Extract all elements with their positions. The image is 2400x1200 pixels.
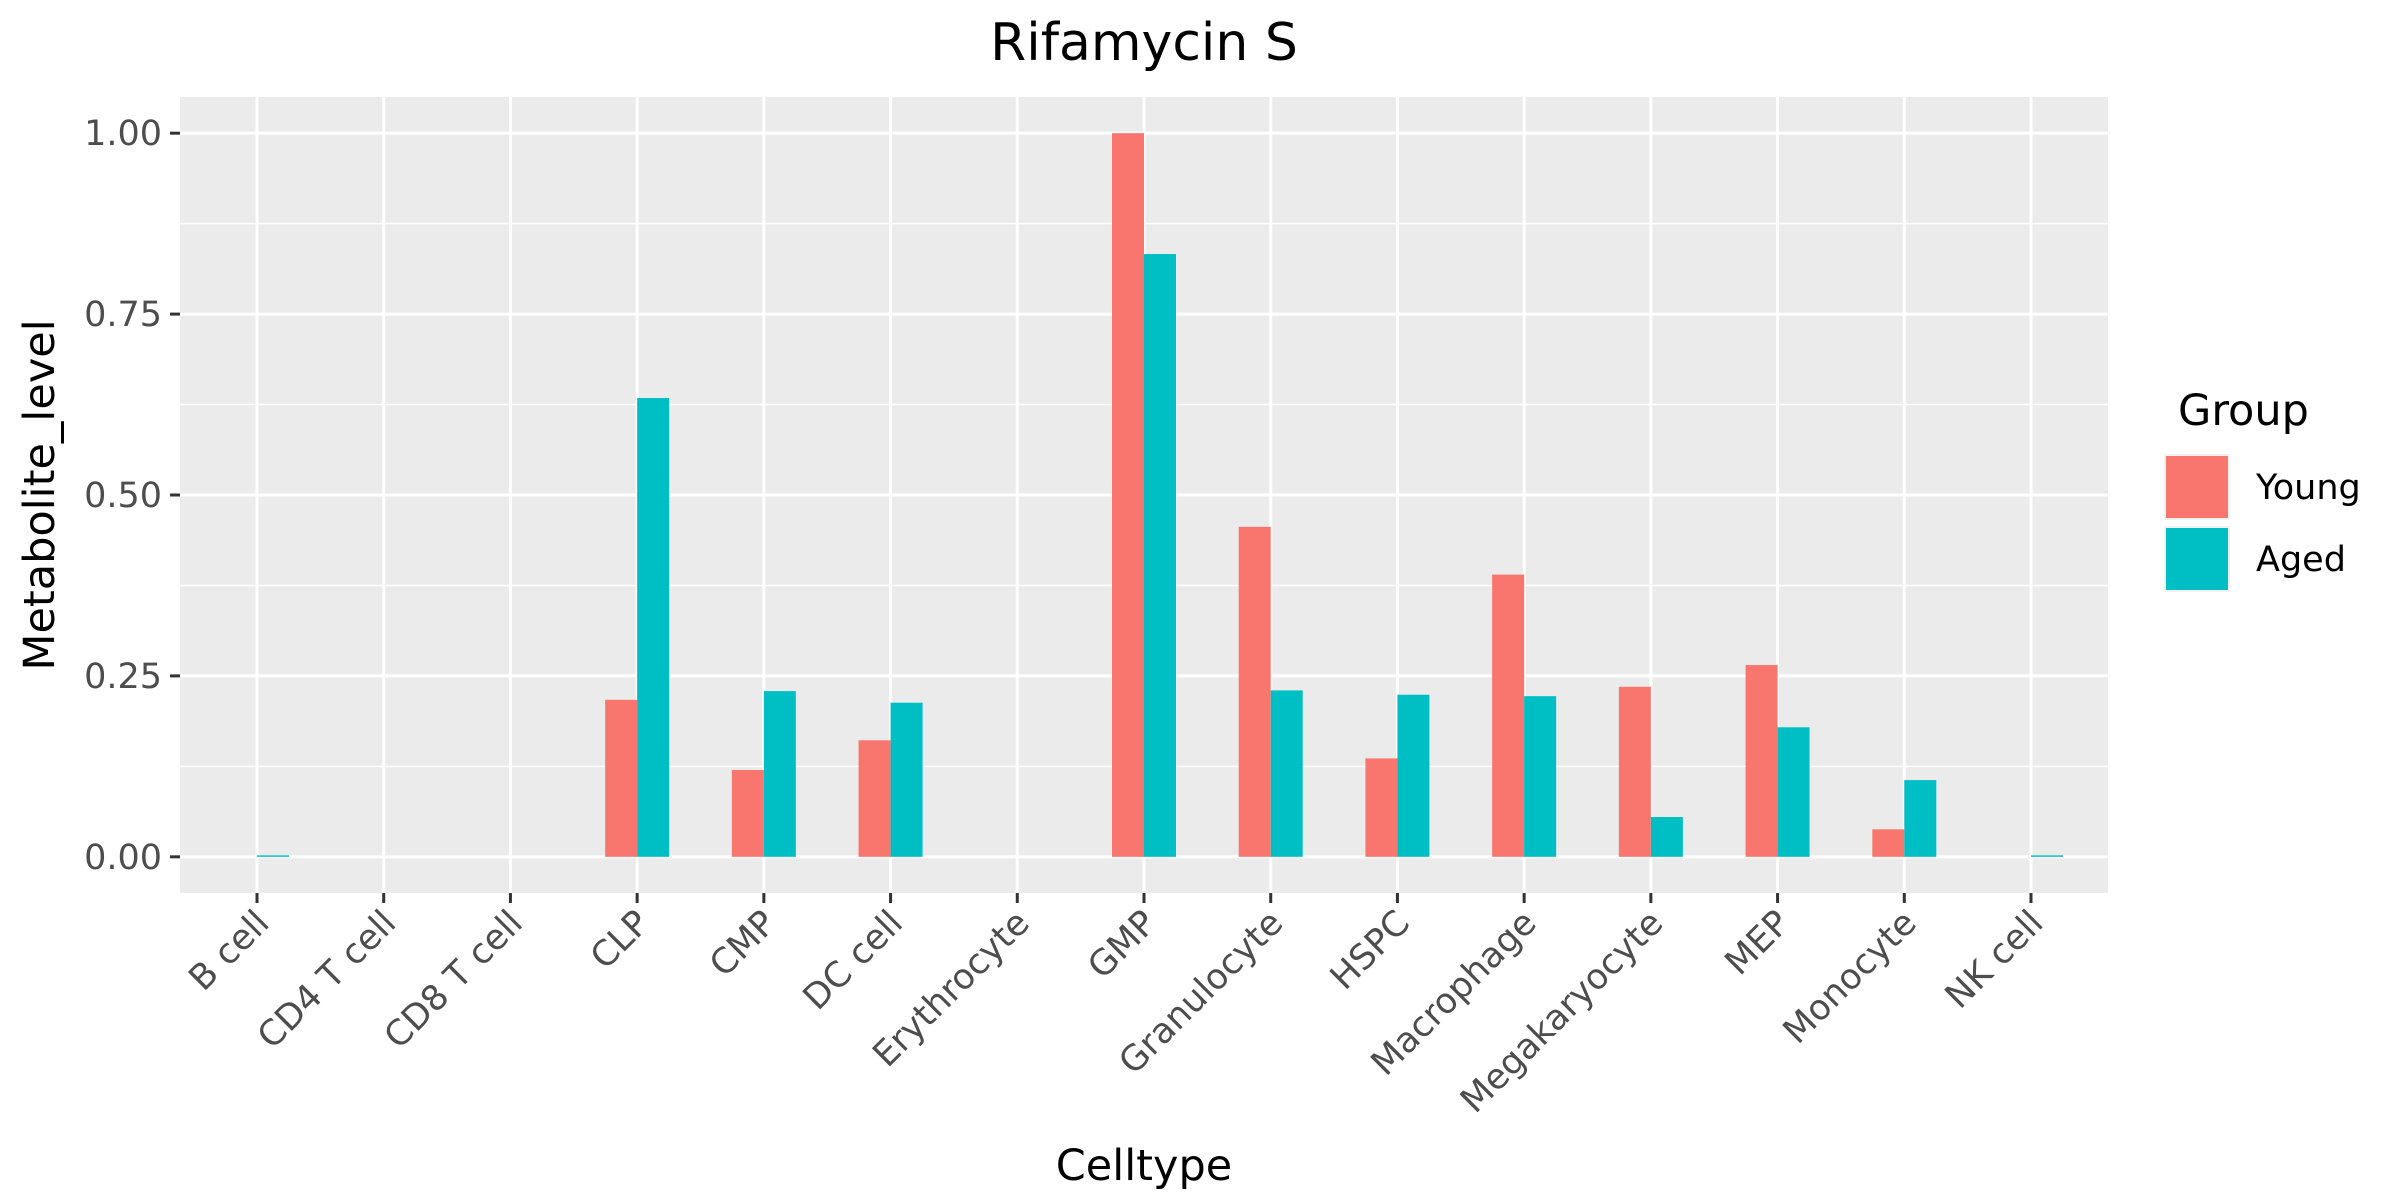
legend-label-aged: Aged bbox=[2256, 540, 2346, 580]
bar-young bbox=[1872, 829, 1905, 857]
legend-label-young: Young bbox=[2255, 468, 2361, 508]
x-tick-label: CMP bbox=[702, 903, 784, 985]
bar-young bbox=[1618, 686, 1651, 857]
bar-aged bbox=[1270, 690, 1303, 857]
bar-aged bbox=[1397, 694, 1430, 857]
bar-young bbox=[1492, 574, 1525, 857]
bar-aged bbox=[1524, 696, 1557, 857]
y-tick-label: 0.50 bbox=[84, 476, 162, 516]
bar-young bbox=[605, 699, 638, 857]
legend: Group Young Aged bbox=[2164, 386, 2361, 592]
y-axis: 0.00 0.25 0.50 0.75 1.00 bbox=[84, 114, 180, 878]
y-tick-label: 0.75 bbox=[84, 295, 162, 335]
bar-young bbox=[1745, 665, 1778, 857]
bar-aged bbox=[637, 398, 670, 857]
x-tick-label: GMP bbox=[1081, 903, 1165, 987]
bar-aged bbox=[257, 855, 289, 857]
x-tick-label: NK cell bbox=[1938, 903, 2051, 1016]
bar-aged bbox=[1144, 254, 1176, 857]
x-tick-label: B cell bbox=[182, 903, 278, 999]
bars bbox=[225, 133, 2063, 857]
legend-swatch-young bbox=[2166, 456, 2228, 518]
legend-title: Group bbox=[2178, 386, 2309, 436]
y-tick-label: 1.00 bbox=[84, 114, 162, 154]
chart-title: Rifamycin S bbox=[990, 13, 1298, 73]
x-axis-title: Celltype bbox=[1056, 1141, 1232, 1191]
bar-aged bbox=[763, 691, 796, 857]
bar-aged bbox=[1904, 780, 1937, 857]
bar-aged bbox=[890, 702, 923, 857]
x-tick-label: MEP bbox=[1718, 903, 1798, 983]
legend-swatch-aged bbox=[2166, 528, 2228, 590]
bar-aged bbox=[1650, 817, 1683, 857]
x-tick-label: CD8 T cell bbox=[377, 903, 531, 1057]
bar-aged bbox=[1777, 727, 1810, 857]
bar-aged bbox=[2031, 855, 2063, 857]
x-tick-label: CLP bbox=[583, 903, 657, 977]
x-tick-label: Monocyte bbox=[1776, 903, 1925, 1052]
bar-young bbox=[858, 740, 891, 857]
bar-young bbox=[1365, 758, 1398, 857]
bar-young bbox=[731, 769, 764, 857]
y-axis-title: Metabolite_level bbox=[15, 319, 65, 670]
x-tick-label: HSPC bbox=[1323, 903, 1418, 998]
bar-young bbox=[1112, 133, 1144, 857]
y-tick-label: 0.25 bbox=[84, 657, 162, 697]
y-tick-label: 0.00 bbox=[84, 838, 162, 878]
bar-young bbox=[1238, 526, 1271, 857]
x-tick-label: DC cell bbox=[796, 903, 911, 1018]
